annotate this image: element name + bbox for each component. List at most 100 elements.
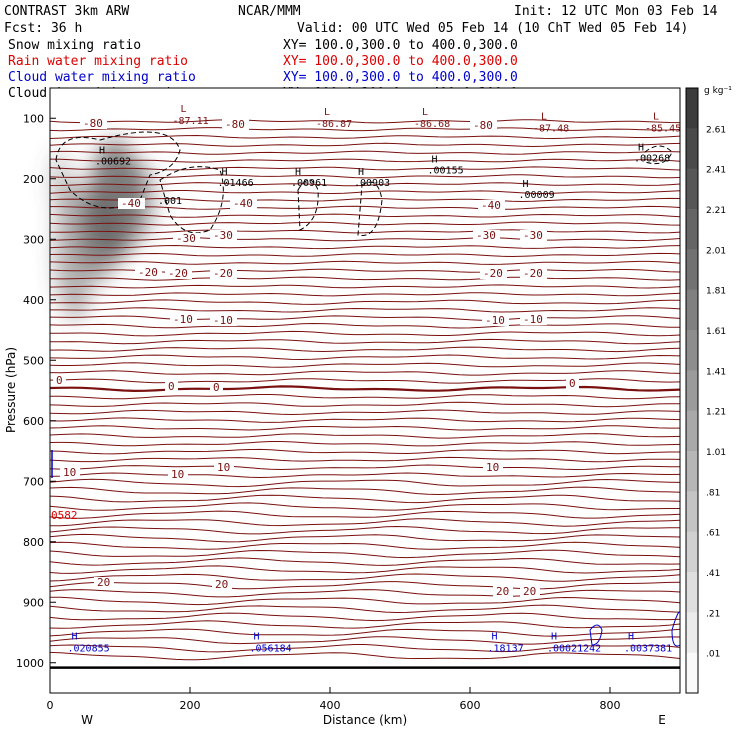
low-value: -87.48 — [533, 123, 569, 134]
init-label: Init: 12 UTC Mon 03 Feb 14 — [514, 4, 718, 19]
contour-label-bg — [493, 586, 513, 597]
contour-label: -20 — [168, 267, 188, 280]
contour-label-bg — [53, 375, 66, 386]
colorbar-swatch — [686, 289, 698, 331]
low-marker: L — [181, 104, 187, 115]
contour-label: -40 — [233, 197, 253, 210]
contour-label-bg — [230, 198, 257, 209]
contour-label-bg — [520, 268, 547, 279]
temperature-contour-line — [49, 565, 681, 574]
extremum-value: .00903 — [354, 178, 390, 189]
colorbar-label: 1.81 — [706, 287, 726, 297]
contour-label-bg — [214, 462, 234, 473]
contour-label: 20 — [496, 585, 509, 598]
colorbar: 2.61 2.41 2.21 2.01 1.81 1.61 1.41 1.21 1.01 .81.… — [685, 87, 726, 694]
contour-label: -20 — [138, 266, 158, 279]
temperature-contour-line — [49, 244, 681, 250]
y-tick-label: 200 — [23, 173, 44, 186]
temperature-contour-line — [49, 417, 681, 423]
y-tick-label: 300 — [23, 233, 44, 246]
temperature-contour-line — [49, 448, 680, 455]
colorbar-swatch — [686, 451, 698, 492]
colorbar-swatch — [686, 370, 698, 412]
cloud-ice-contour — [357, 181, 383, 237]
colorbar-swatch — [686, 531, 698, 573]
colorbar-swatch — [686, 88, 698, 129]
colorbar-label: 1.41 — [706, 367, 726, 377]
temperature-contour-line — [49, 322, 681, 329]
contour-label-bg — [118, 198, 145, 209]
temperature-contour-line — [50, 518, 681, 527]
temperature-contour-line — [49, 134, 681, 140]
rain-value: 0582 — [51, 509, 78, 522]
temperature-contour-line — [49, 651, 681, 661]
contour-label-bg — [210, 382, 223, 393]
temperature-contour-line — [49, 197, 681, 203]
cloud-water-value: .18137 — [488, 644, 524, 655]
cloud-ice-contour — [159, 166, 224, 234]
contour-label: 20 — [97, 576, 110, 589]
contour-label-bg — [520, 586, 540, 597]
contour-label-bg — [480, 268, 507, 279]
cloud-water-marker: H — [254, 632, 260, 643]
temperature-contour-line — [49, 213, 681, 218]
colorbar-label: 2.61 — [706, 125, 726, 135]
extremum-value: .00692 — [95, 157, 131, 168]
contour-label-bg — [210, 315, 237, 326]
temperature-contour-line — [49, 119, 681, 124]
contour-label-bg — [210, 268, 237, 279]
x-axis-label: Distance (km) — [323, 713, 407, 727]
temperature-contour-line — [49, 166, 681, 171]
contour-label: -30 — [213, 229, 233, 242]
field-xy: XY= 100.0,300.0 to 400.0,300.0 — [283, 38, 518, 53]
temperature-contour-line — [50, 394, 681, 400]
extremum-marker: H — [523, 179, 529, 190]
contour-label-bg — [520, 314, 547, 325]
contour-labels: -80 -80 -80-40 -40 -40-30 -30 -30 -30-20 -20 -20-… — [53, 117, 579, 598]
colorbar-label: 2.21 — [706, 206, 726, 216]
temperature-contour-line — [49, 315, 681, 321]
title-left: CONTRAST 3km ARW — [4, 4, 129, 19]
temperature-contour-line — [49, 354, 681, 361]
cloud-ice-contour — [644, 145, 673, 165]
extremum-marker: H — [358, 167, 364, 178]
temperature-contour-line — [49, 158, 681, 163]
extremum-marker: H — [222, 167, 228, 178]
contour-label-bg — [135, 267, 162, 278]
low-value: -86.87 — [316, 119, 352, 130]
contour-label: 20 — [215, 578, 228, 591]
temperature-contour-line — [49, 425, 680, 431]
temperature-contour-line — [50, 307, 681, 313]
temperature-contours — [49, 119, 681, 669]
y-tick-label: 400 — [23, 294, 44, 307]
contour-label-bg — [483, 462, 503, 473]
temperature-contour-line — [49, 573, 681, 582]
temperature-contour-line — [49, 150, 681, 155]
cloud-water-value: .056184 — [250, 644, 292, 655]
temperature-contour-line — [49, 174, 681, 179]
contour-label-bg — [170, 314, 197, 325]
extremum-marker: H — [295, 167, 301, 178]
colorbar-swatch — [686, 209, 698, 250]
low-value: -85.45 — [645, 123, 681, 134]
contour-label: -80 — [225, 118, 245, 131]
temperature-contour-line — [49, 494, 681, 504]
temperature-contour-line — [49, 401, 681, 408]
contour-label-bg — [210, 230, 237, 241]
cloud-water-marker: H — [72, 632, 78, 643]
y-tick-label: 600 — [23, 415, 44, 428]
cloud-water-marker: H — [551, 632, 557, 643]
y-tick-label: 500 — [23, 354, 44, 367]
extremum-value: .01466 — [218, 178, 254, 189]
x-tick-label: 0 — [47, 699, 54, 712]
x-axis: 0 200 400 600 800 — [47, 687, 621, 712]
contour-label: 20 — [523, 585, 536, 598]
field-name: Cloud water mixing ratio — [8, 70, 196, 85]
contour-label: -20 — [523, 267, 543, 280]
contour-label: 10 — [63, 466, 76, 479]
contour-label: 10 — [171, 468, 184, 481]
contour-label-bg — [470, 120, 497, 131]
temperature-contour-line — [49, 182, 681, 187]
contour-label-bg — [165, 268, 192, 279]
